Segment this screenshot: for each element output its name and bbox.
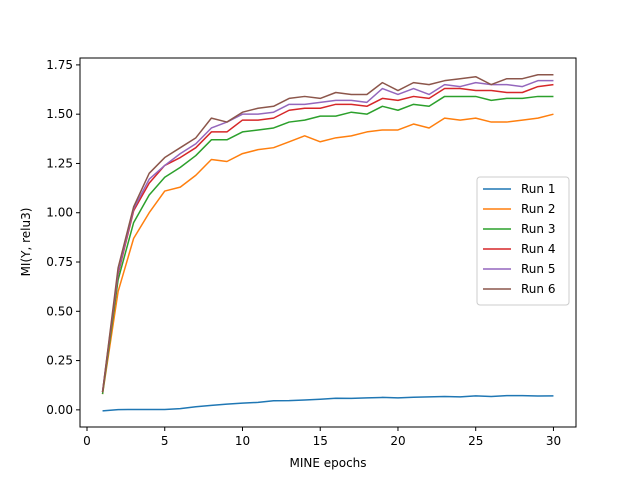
y-axis-label: MI(Y, relu3) bbox=[19, 208, 33, 277]
y-tick-label: 1.75 bbox=[46, 58, 73, 72]
x-tick-label: 5 bbox=[161, 434, 169, 448]
y-axis: 0.00 0.25 0.50 0.75 1.00 1.25 1.50 1.75 bbox=[46, 58, 80, 417]
y-tick-label: 0.50 bbox=[46, 304, 73, 318]
y-tick-label: 0.25 bbox=[46, 354, 73, 368]
y-tick-label: 1.25 bbox=[46, 156, 73, 170]
series-line-2 bbox=[101, 113, 554, 395]
x-tick-label: 10 bbox=[235, 434, 250, 448]
y-tick-label: 0.75 bbox=[46, 255, 73, 269]
y-tick-label: 0.00 bbox=[46, 403, 73, 417]
legend-label-3: Run 3 bbox=[521, 222, 555, 236]
legend: Run 1 Run 2 Run 3 Run 4 Run 5 Run 6 bbox=[476, 176, 570, 306]
legend-label-4: Run 4 bbox=[521, 242, 555, 256]
x-axis-label: MINE epochs bbox=[289, 456, 366, 470]
series-line-4 bbox=[101, 83, 554, 393]
x-tick-label: 30 bbox=[546, 434, 561, 448]
series-line-6 bbox=[101, 74, 554, 393]
x-tick-label: 0 bbox=[83, 434, 91, 448]
series-line-1 bbox=[102, 394, 554, 412]
series-line-5 bbox=[101, 79, 554, 393]
x-axis: 0 5 10 15 20 25 30 bbox=[83, 427, 561, 448]
series-layer bbox=[101, 74, 554, 412]
legend-label-2: Run 2 bbox=[521, 202, 555, 216]
legend-label-6: Run 6 bbox=[521, 282, 555, 296]
plot-frame bbox=[79, 57, 577, 428]
y-tick-label: 1.50 bbox=[46, 107, 73, 121]
series-line-3 bbox=[101, 95, 554, 395]
y-tick-label: 1.00 bbox=[46, 206, 73, 220]
legend-label-1: Run 1 bbox=[521, 182, 555, 196]
x-tick-label: 15 bbox=[313, 434, 328, 448]
x-tick-label: 25 bbox=[468, 434, 483, 448]
legend-label-5: Run 5 bbox=[521, 262, 555, 276]
x-tick-label: 20 bbox=[390, 434, 405, 448]
